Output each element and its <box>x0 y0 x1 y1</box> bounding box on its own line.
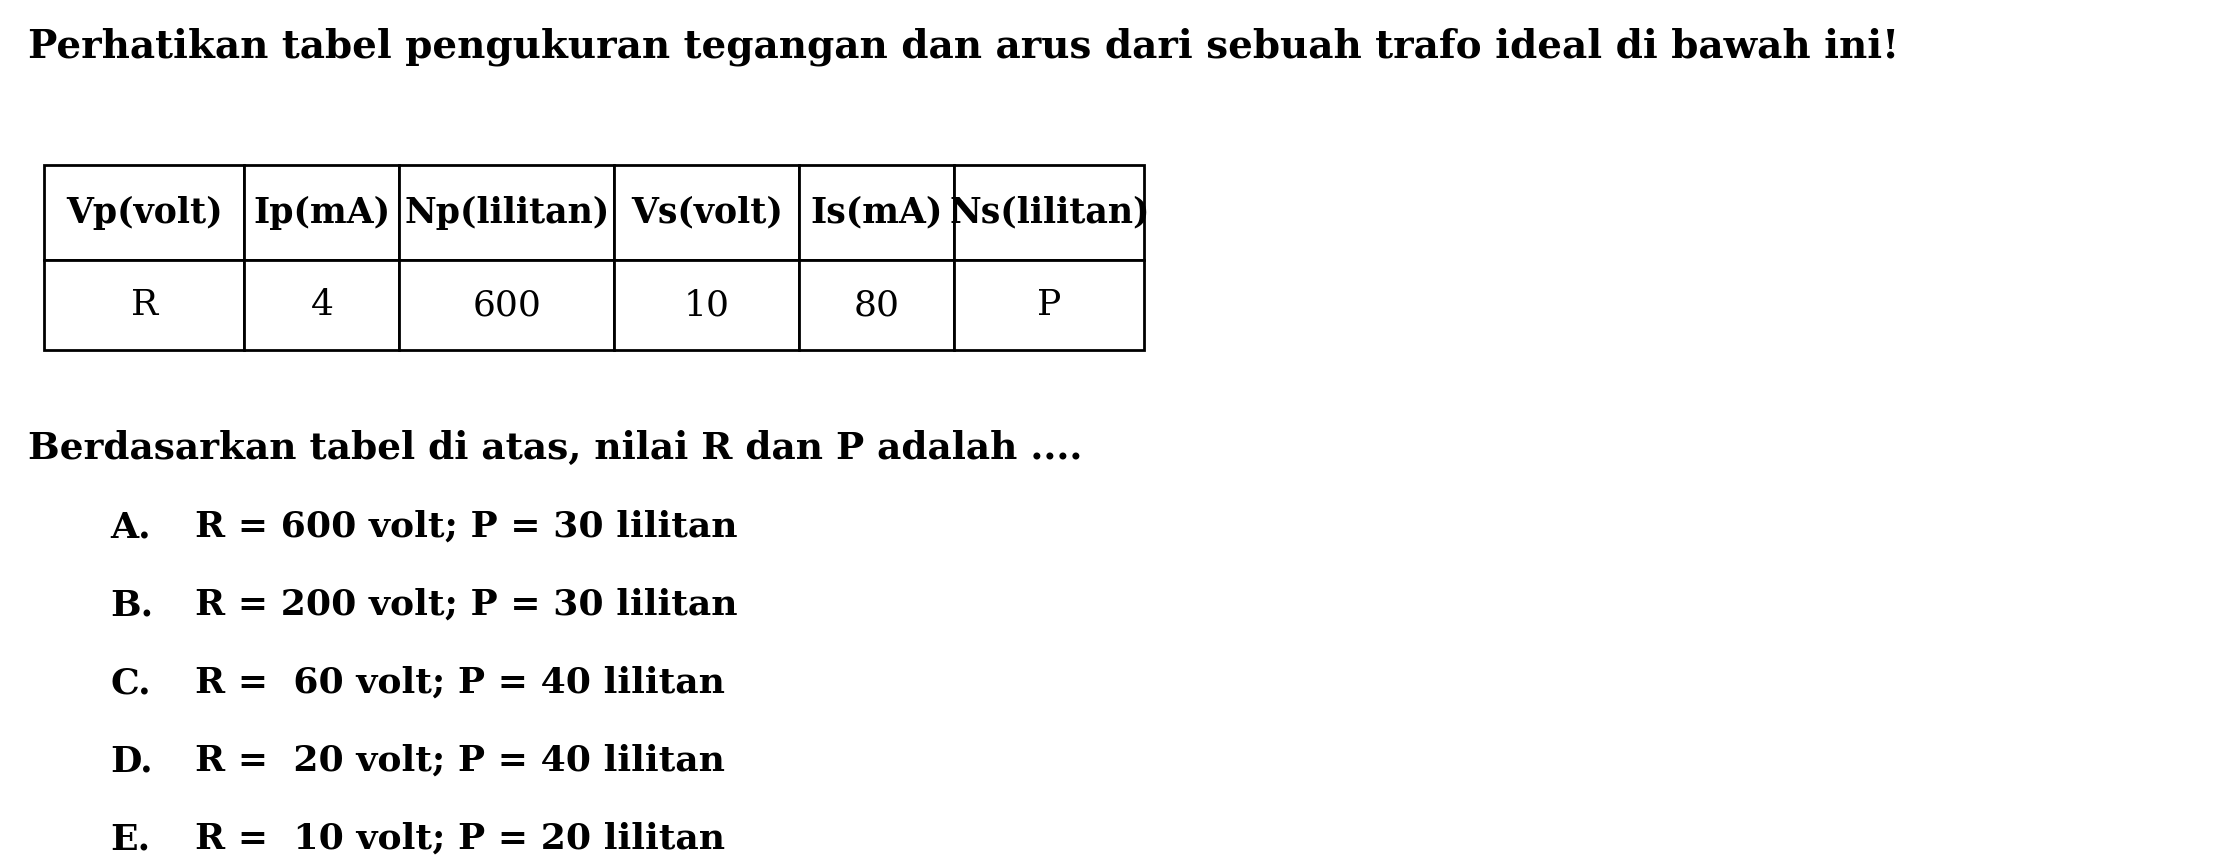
Bar <box>244 165 400 260</box>
Text: Ns(lilitan): Ns(lilitan) <box>949 195 1149 229</box>
Bar <box>955 165 1144 260</box>
Bar <box>400 260 615 350</box>
Text: Np(lilitan): Np(lilitan) <box>404 195 609 229</box>
Text: R =  20 volt; P = 40 lilitan: R = 20 volt; P = 40 lilitan <box>196 744 724 778</box>
Text: 10: 10 <box>684 288 731 322</box>
Text: D.: D. <box>111 744 153 778</box>
Text: B.: B. <box>111 588 153 622</box>
Text: 600: 600 <box>473 288 542 322</box>
Text: R = 600 volt; P = 30 lilitan: R = 600 volt; P = 30 lilitan <box>196 510 738 544</box>
Text: 4: 4 <box>311 288 333 322</box>
Text: Vp(volt): Vp(volt) <box>67 195 222 229</box>
Bar <box>44 260 244 350</box>
Text: C.: C. <box>111 666 151 700</box>
Text: R: R <box>131 288 158 322</box>
Text: Berdasarkan tabel di atas, nilai R dan P adalah ....: Berdasarkan tabel di atas, nilai R dan P… <box>29 430 1082 467</box>
Text: Is(mA): Is(mA) <box>811 195 942 229</box>
Bar <box>955 260 1144 350</box>
Text: A.: A. <box>111 510 151 544</box>
Bar <box>615 165 800 260</box>
Bar <box>800 165 955 260</box>
Text: P: P <box>1038 288 1062 322</box>
Text: Vs(volt): Vs(volt) <box>631 195 782 229</box>
Text: R =  60 volt; P = 40 lilitan: R = 60 volt; P = 40 lilitan <box>196 666 724 700</box>
Bar <box>800 260 955 350</box>
Bar <box>44 165 244 260</box>
Text: R =  10 volt; P = 20 lilitan: R = 10 volt; P = 20 lilitan <box>196 822 724 856</box>
Bar <box>400 165 615 260</box>
Bar <box>615 260 800 350</box>
Text: E.: E. <box>111 822 151 856</box>
Bar <box>244 260 400 350</box>
Text: 80: 80 <box>853 288 900 322</box>
Text: Ip(mA): Ip(mA) <box>253 195 391 229</box>
Text: Perhatikan tabel pengukuran tegangan dan arus dari sebuah trafo ideal di bawah i: Perhatikan tabel pengukuran tegangan dan… <box>29 28 1900 67</box>
Text: R = 200 volt; P = 30 lilitan: R = 200 volt; P = 30 lilitan <box>196 588 738 622</box>
